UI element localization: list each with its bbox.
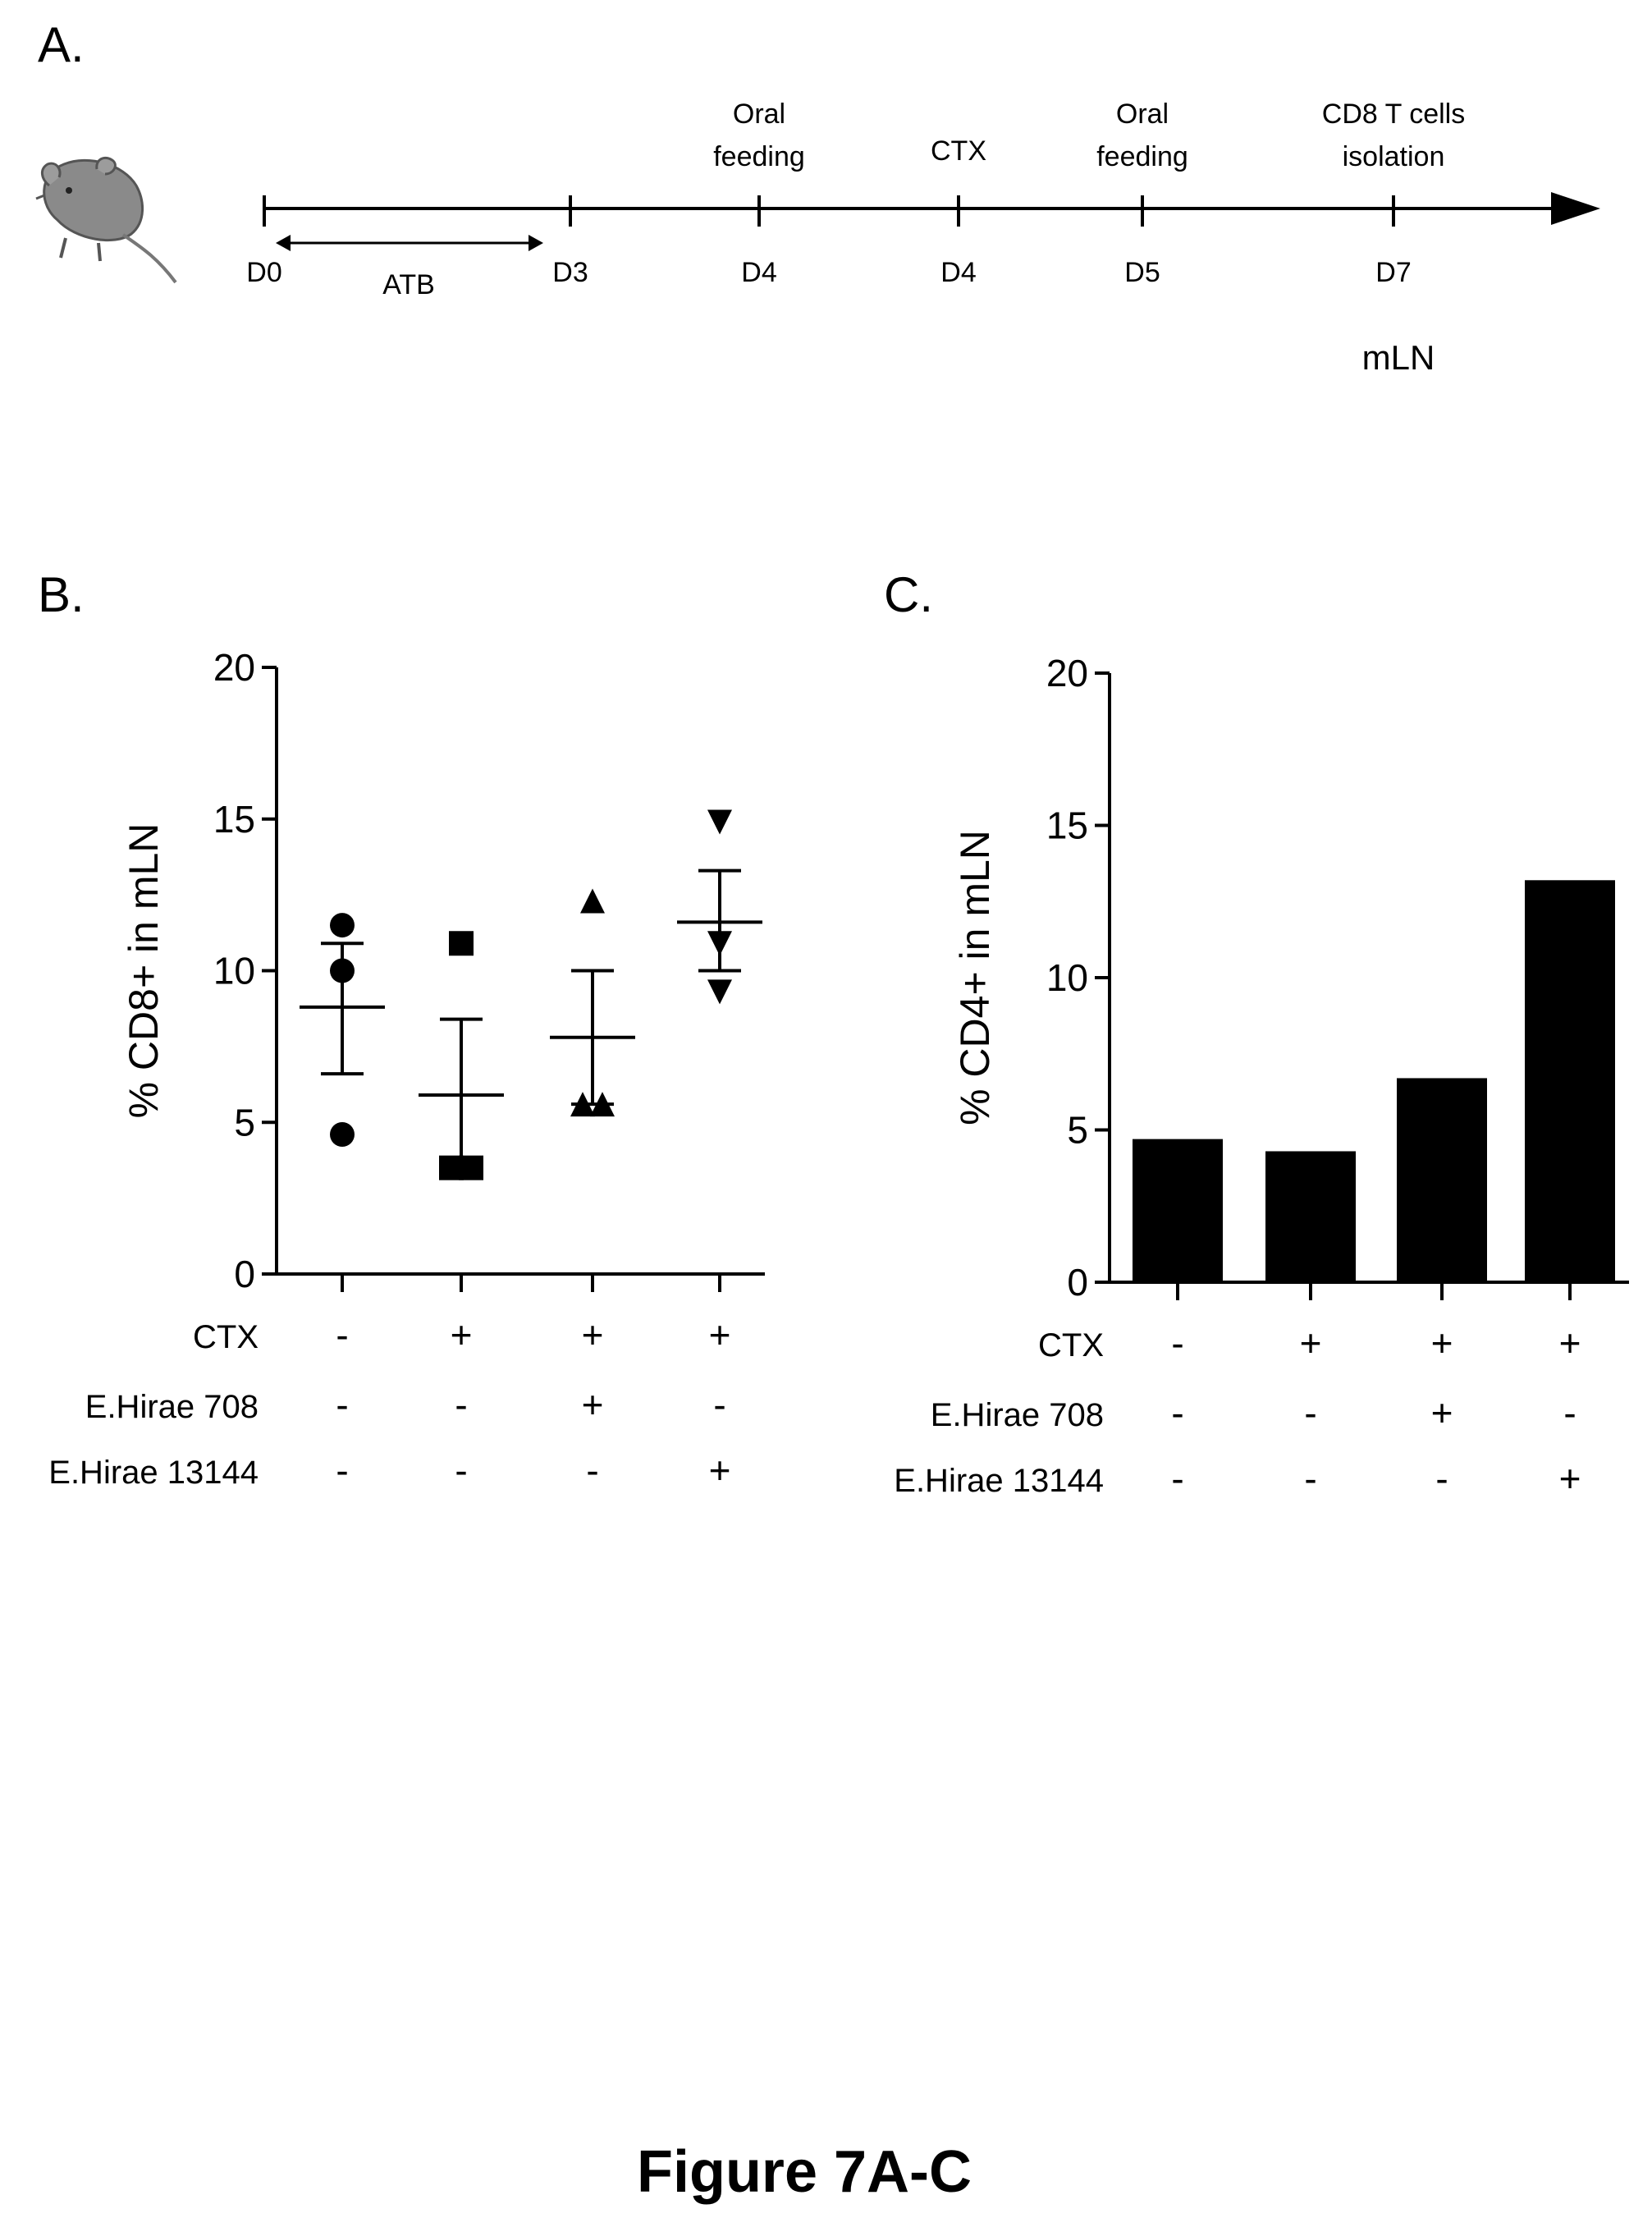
- cd4-bar-panel: % CD4+ in mLN 0 5 10 15 20 CTX - + + + E.Hirae 70…: [894, 652, 1629, 1500]
- atb-range-label: ATB: [382, 269, 435, 300]
- condition-row-label: E.Hirae 708: [85, 1389, 259, 1425]
- chart-b-x-axis: [277, 1272, 765, 1292]
- condition-sign: -: [713, 1383, 725, 1426]
- panel-c-label: C.: [884, 567, 933, 622]
- y-tick-label: 15: [1046, 804, 1088, 847]
- chart-b-condition-table: CTX - + + + E.Hirae 708 - - + - E.Hirae 13144 - - - +: [48, 1313, 730, 1492]
- condition-sign: -: [1304, 1391, 1316, 1434]
- y-tick-label: 5: [1067, 1109, 1088, 1152]
- timeline-arrowhead-icon: [1551, 192, 1600, 225]
- condition-sign: +: [1431, 1391, 1453, 1434]
- chart-c-marks: [1133, 880, 1615, 1282]
- mouse-icon: [35, 156, 177, 284]
- bar: [1397, 1078, 1487, 1282]
- condition-sign: -: [1563, 1391, 1576, 1434]
- condition-sign: +: [582, 1313, 604, 1356]
- data-point-triangle-down: [707, 979, 732, 1005]
- condition-sign: -: [1171, 1322, 1183, 1364]
- chart-c-y-axis-label: % CD4+ in mLN: [952, 830, 998, 1125]
- y-tick-label: 10: [1046, 956, 1088, 999]
- condition-sign: -: [336, 1313, 348, 1356]
- timeline-day-label: D3: [552, 257, 588, 288]
- condition-sign: -: [1171, 1391, 1183, 1434]
- y-tick-label: 0: [234, 1253, 255, 1295]
- timeline-day-label: D4: [940, 257, 976, 288]
- panel-b-label: B.: [38, 567, 85, 622]
- timeline-panel: D0 D3 D4 Oral feeding D4 CTX D5 Oral feeding D7 CD8…: [35, 99, 1600, 377]
- figure-caption: Figure 7A-C: [636, 2139, 972, 2205]
- y-tick-label: 5: [234, 1101, 255, 1143]
- condition-sign: -: [586, 1449, 598, 1492]
- condition-row-label: CTX: [193, 1319, 259, 1355]
- condition-sign: +: [1559, 1322, 1581, 1364]
- y-tick-label: 10: [213, 950, 255, 992]
- condition-row-label: E.Hirae 13144: [48, 1455, 259, 1491]
- chart-c-x-axis: [1110, 1281, 1629, 1300]
- condition-sign: +: [1431, 1322, 1453, 1364]
- condition-sign: -: [336, 1449, 348, 1492]
- timeline-event-label: Oral feeding: [1096, 99, 1188, 172]
- condition-sign: +: [709, 1449, 731, 1492]
- condition-row-label: E.Hirae 13144: [894, 1463, 1104, 1499]
- timeline-day-label: D5: [1124, 257, 1160, 288]
- site-label: mLN: [1362, 338, 1435, 377]
- chart-c-y-axis: 0 5 10 15 20: [1046, 652, 1111, 1304]
- bar: [1133, 1139, 1223, 1282]
- condition-sign: +: [1559, 1457, 1581, 1500]
- data-point-triangle-up: [580, 888, 605, 914]
- condition-sign: -: [455, 1449, 467, 1492]
- y-tick-label: 0: [1067, 1261, 1088, 1304]
- condition-sign: +: [709, 1313, 731, 1356]
- panel-a-label: A.: [38, 17, 85, 72]
- bar: [1265, 1151, 1356, 1282]
- condition-sign: +: [1300, 1322, 1322, 1364]
- data-point-circle: [330, 913, 355, 938]
- chart-b-y-axis: 0 5 10 15 20: [213, 646, 278, 1295]
- condition-sign: -: [336, 1383, 348, 1426]
- timeline-event-label: Oral feeding: [713, 99, 805, 172]
- condition-sign: +: [582, 1383, 604, 1426]
- chart-c-condition-table: CTX - + + + E.Hirae 708 - - + - E.Hirae 13144 - - - +: [894, 1322, 1581, 1500]
- timeline-day-label: D7: [1375, 257, 1411, 288]
- timeline-event-label: CTX: [931, 135, 986, 167]
- bar: [1525, 880, 1615, 1282]
- y-tick-label: 20: [1046, 652, 1088, 694]
- chart-b-y-axis-label: % CD8+ in mLN: [121, 823, 167, 1119]
- condition-sign: -: [455, 1383, 467, 1426]
- timeline-day-label: D4: [741, 257, 776, 288]
- data-point-circle: [330, 1122, 355, 1148]
- condition-sign: -: [1435, 1457, 1448, 1500]
- cd8-scatter-panel: % CD8+ in mLN 0 5 10 15 20 CTX - + + + E.Hirae 70…: [48, 646, 765, 1492]
- condition-row-label: CTX: [1038, 1327, 1104, 1363]
- y-tick-label: 20: [213, 646, 255, 689]
- data-point-square: [449, 931, 474, 956]
- condition-sign: -: [1171, 1457, 1183, 1500]
- data-point-triangle-down: [707, 809, 732, 835]
- y-tick-label: 15: [213, 798, 255, 841]
- condition-row-label: E.Hirae 708: [931, 1397, 1104, 1433]
- atb-range: ATB: [276, 235, 543, 300]
- chart-b-marks: [300, 809, 762, 1180]
- condition-sign: +: [451, 1313, 473, 1356]
- timeline-event-label: CD8 T cells isolation: [1322, 99, 1465, 172]
- timeline-day-label: D0: [246, 257, 281, 288]
- condition-sign: -: [1304, 1457, 1316, 1500]
